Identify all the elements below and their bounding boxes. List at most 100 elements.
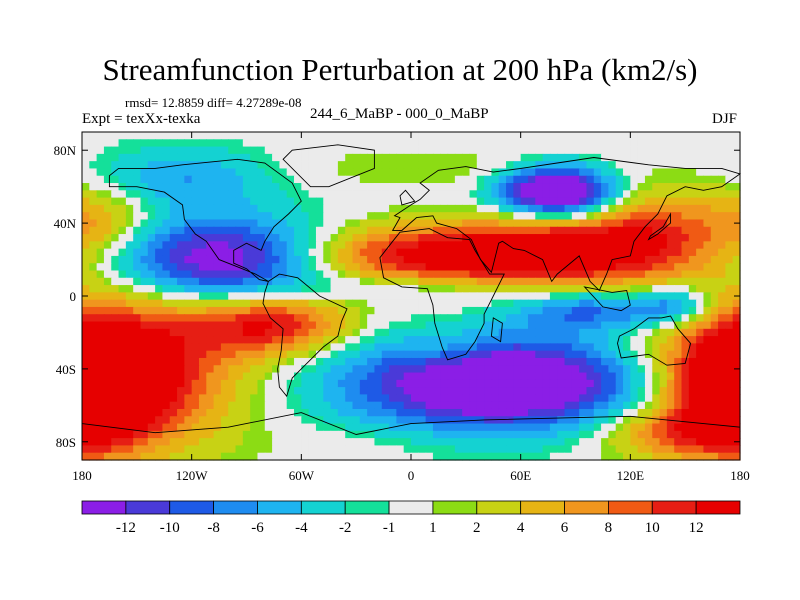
field-cell [535,416,544,425]
field-cell [506,430,514,439]
field-cell [623,285,631,293]
field-cell [330,336,339,344]
field-cell [294,212,302,221]
field-cell [440,357,449,366]
field-cell [659,226,668,235]
field-cell [191,445,200,454]
field-cell [213,343,222,352]
field-cell [279,241,288,250]
field-cell [162,379,171,388]
field-cell [718,241,726,250]
field-cell [367,343,376,352]
field-cell [484,263,493,272]
field-cell [198,372,207,381]
field-cell [279,299,288,308]
field-cell [725,387,734,395]
field-cell [447,336,456,344]
field-cell [447,357,456,366]
field-cell [191,387,200,395]
field-cell [732,270,741,279]
field-cell [323,248,332,257]
field-cell [462,168,471,177]
field-cell [659,168,668,177]
field-cell [103,379,112,388]
field-cell [498,343,507,352]
field-cell [198,153,207,162]
field-cell [549,350,558,359]
field-cell [447,263,456,272]
field-cell [615,285,624,293]
field-cell [177,401,185,410]
field-cell [367,372,376,381]
field-cell [520,132,529,140]
field-cell [345,314,354,323]
field-cell [257,255,266,264]
field-cell [732,277,741,286]
field-cell [564,146,573,155]
field-cell [520,212,529,221]
field-cell [147,328,156,337]
field-cell [440,139,449,148]
field-cell [710,190,719,199]
field-cell [169,204,178,213]
field-cell [294,204,302,213]
field-cell [103,146,112,155]
field-cell [696,452,705,461]
field-cell [608,387,617,395]
field-cell [696,321,705,330]
field-cell [133,430,142,439]
field-cell [674,219,683,228]
field-cell [520,416,529,425]
field-cell [272,270,280,279]
field-cell [315,423,324,432]
field-cell [652,139,661,148]
field-cell [367,299,376,308]
field-cell [235,350,244,359]
field-cell [352,306,361,315]
field-cell [542,234,551,242]
field-cell [133,350,142,359]
field-cell [308,387,317,395]
field-cell [549,452,558,461]
field-cell [476,285,485,293]
field-cell [125,292,134,301]
field-cell [469,212,478,221]
field-cell [593,401,602,410]
field-cell [623,372,631,381]
field-cell [352,350,361,359]
field-cell [389,212,397,221]
field-cell [688,175,697,184]
field-cell [579,314,588,323]
field-cell [220,328,229,337]
field-cell [323,277,332,286]
field-cell [425,270,434,279]
field-cell [513,328,522,337]
field-cell [169,328,178,337]
field-cell [381,204,390,213]
field-cell [484,153,493,162]
field-cell [337,416,346,425]
field-cell [162,387,171,395]
field-cell [593,306,602,315]
field-cell [140,445,149,454]
field-cell [264,394,273,403]
colorbar-label: 1 [429,520,437,536]
field-cell [389,357,397,366]
field-cell [323,401,332,410]
field-cell [308,146,317,155]
field-cell [520,321,529,330]
field-cell [228,328,237,337]
field-cell [637,408,646,417]
field-cell [447,306,456,315]
field-cell [294,387,302,395]
field-cell [191,139,200,148]
field-cell [367,445,376,454]
field-cell [220,263,229,272]
field-cell [579,132,588,140]
field-cell [432,387,441,395]
field-cell [198,146,207,155]
field-cell [184,255,193,264]
field-cell [162,132,171,140]
field-cell [506,350,514,359]
field-cell [549,248,558,257]
